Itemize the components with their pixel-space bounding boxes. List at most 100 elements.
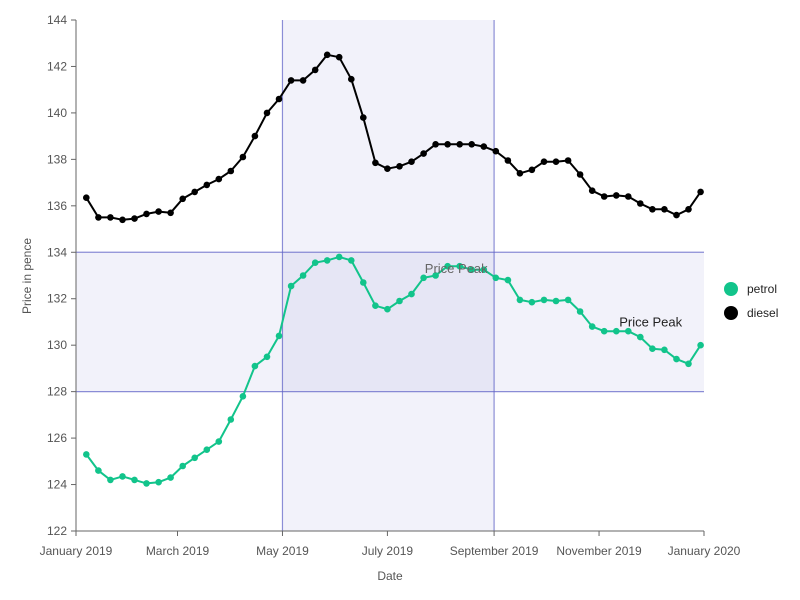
diesel-point	[179, 195, 186, 203]
petrol-line	[85, 255, 702, 485]
diesel-point	[480, 143, 488, 150]
petrol-point	[625, 327, 632, 335]
diesel-point	[384, 165, 391, 172]
petrol-point	[119, 473, 126, 480]
diesel-point	[468, 141, 476, 148]
petrol-point	[360, 279, 367, 286]
diesel-point	[348, 75, 355, 83]
petrol-point	[107, 476, 114, 484]
x-tick-label: July 2019	[362, 544, 414, 558]
diesel-point	[107, 214, 114, 221]
petrol-point	[588, 323, 596, 330]
x-tick-label: November 2019	[556, 544, 642, 558]
legend-swatch-petrol	[724, 282, 738, 296]
diesel-point	[588, 187, 596, 194]
petrol-point	[263, 353, 271, 361]
diesel-point	[263, 109, 271, 117]
diesel-line	[85, 53, 702, 221]
legend-item-petrol[interactable]: petrol	[724, 282, 777, 296]
petrol-point	[396, 297, 403, 305]
petrol-point	[600, 327, 608, 335]
petrol-point	[528, 298, 536, 306]
diesel-point	[372, 159, 379, 167]
petrol-point	[432, 272, 439, 279]
diesel-point	[203, 181, 211, 189]
diesel-point	[323, 51, 331, 59]
x-tick-label: September 2019	[450, 544, 539, 558]
petrol-point	[155, 478, 162, 486]
diesel-point	[576, 171, 584, 178]
y-tick-label: 134	[47, 245, 67, 259]
petrol-point	[287, 282, 295, 290]
diesel-point	[408, 158, 415, 165]
petrol-point	[649, 345, 656, 353]
petrol-point	[613, 327, 620, 335]
series-diesel	[83, 51, 704, 224]
petrol-point	[348, 257, 355, 264]
diesel-point	[613, 192, 620, 199]
petrol-point	[275, 332, 283, 340]
chart-series	[83, 51, 704, 487]
petrol-point	[299, 272, 307, 279]
diesel-point	[287, 77, 295, 84]
highlight-bands	[76, 20, 704, 531]
petrol-point	[564, 296, 572, 304]
petrol-point	[492, 274, 500, 282]
diesel-point	[131, 215, 138, 222]
diesel-point	[83, 194, 90, 201]
petrol-point	[227, 416, 235, 423]
diesel-point	[167, 209, 174, 217]
diesel-point	[540, 158, 548, 165]
petrol-point	[384, 305, 391, 313]
diesel-point	[673, 211, 680, 219]
x-band-area	[282, 20, 495, 531]
petrol-point	[685, 360, 692, 368]
diesel-point	[697, 188, 704, 196]
series-petrol	[83, 253, 704, 487]
petrol-point	[661, 346, 668, 354]
diesel-point	[311, 66, 319, 74]
legend-label-diesel: diesel	[747, 306, 778, 320]
diesel-point	[600, 193, 608, 200]
x-tick-label: January 2020	[668, 544, 741, 558]
legend-label-petrol: petrol	[747, 282, 777, 296]
diesel-point	[155, 208, 162, 215]
diesel-point	[396, 163, 403, 170]
x-tick-label: March 2019	[146, 544, 210, 558]
diesel-point	[251, 132, 259, 140]
y-tick-label: 132	[47, 292, 67, 306]
chart-annotations: Price Peak Price Peak	[425, 261, 683, 329]
petrol-point	[203, 446, 211, 454]
y-band-area	[76, 252, 704, 392]
diesel-point	[649, 206, 656, 213]
petrol-point	[131, 476, 138, 484]
diesel-point	[456, 141, 464, 148]
y-tick-label: 126	[47, 431, 67, 445]
diesel-point	[335, 53, 343, 61]
x-axis-title: Date	[377, 569, 403, 583]
petrol-point	[456, 262, 464, 270]
price-peak-annotation: Price Peak	[619, 315, 682, 330]
petrol-point	[143, 480, 150, 487]
petrol-point	[504, 276, 512, 284]
y-tick-label: 138	[47, 152, 67, 166]
petrol-point	[552, 297, 560, 305]
diesel-point	[360, 114, 367, 121]
diesel-point	[420, 150, 427, 157]
diesel-point	[191, 188, 198, 196]
x-tick-label: January 2019	[40, 544, 113, 558]
petrol-point	[408, 290, 415, 298]
petrol-point	[83, 451, 90, 458]
legend-item-diesel[interactable]: diesel	[724, 306, 778, 320]
petrol-point	[372, 302, 379, 310]
diesel-point	[637, 200, 644, 207]
diesel-point	[299, 77, 307, 84]
petrol-point	[637, 333, 644, 341]
petrol-point	[480, 266, 488, 274]
chart-legend[interactable]: petrol diesel	[724, 282, 778, 320]
petrol-point	[673, 355, 680, 363]
diesel-point	[528, 166, 536, 174]
diesel-point	[552, 158, 560, 165]
y-tick-label: 130	[47, 338, 67, 352]
